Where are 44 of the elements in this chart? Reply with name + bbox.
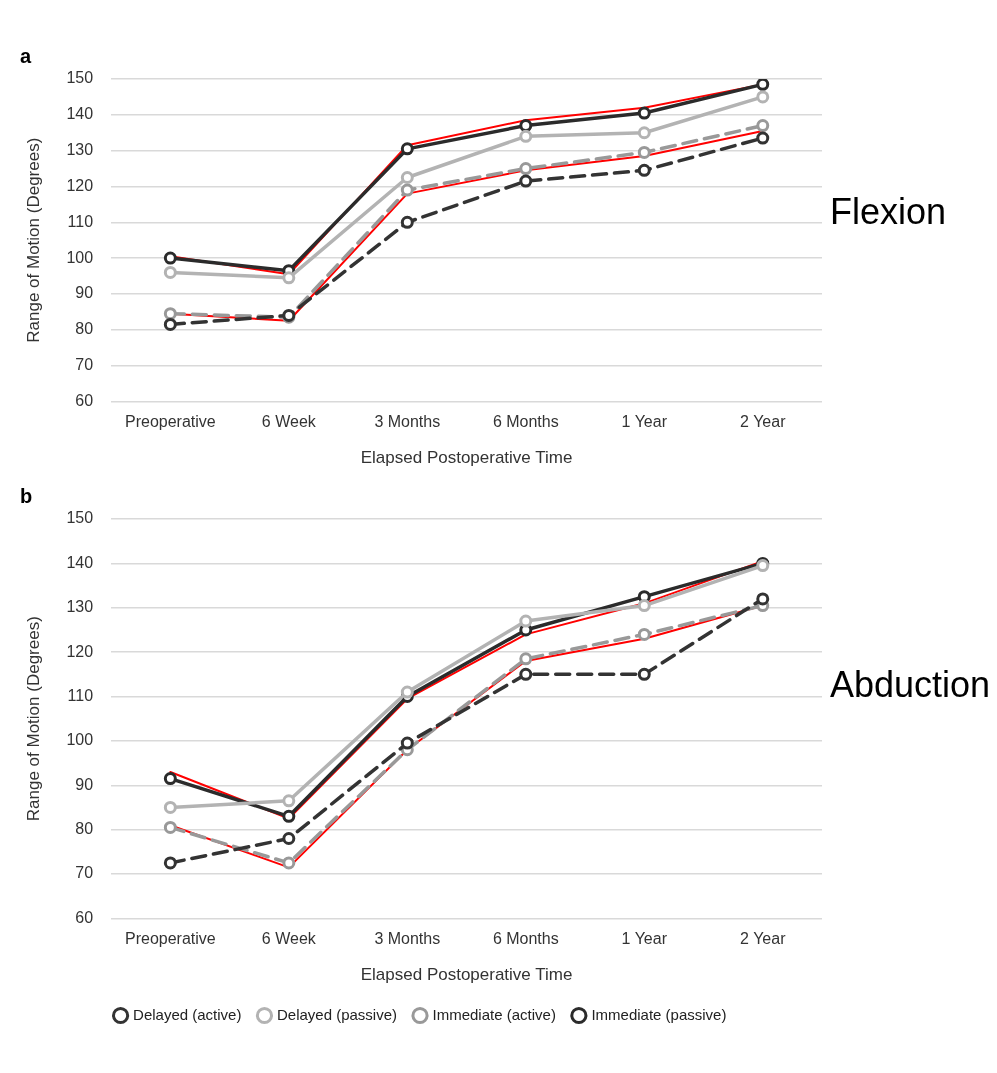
x-tick-label: 2 Year	[740, 413, 787, 431]
y-tick-label: 80	[75, 820, 94, 838]
x-tick-label: 3 Months	[374, 930, 441, 948]
y-tick-label: 80	[75, 320, 94, 338]
y-tick-label: 70	[75, 355, 94, 373]
y-tick-label: 150	[66, 509, 94, 527]
x-tick-label: 6 Months	[492, 930, 559, 948]
y-tick-label: 90	[75, 284, 94, 302]
y-tick-label: 100	[66, 731, 94, 749]
y-axis-title: Range of Motion (Degrees)	[23, 137, 43, 343]
legend-label: Immediate (active)	[432, 1005, 556, 1023]
y-tick-label: 140	[66, 553, 94, 571]
y-tick-label: 70	[75, 864, 94, 882]
y-axis-title: Range of Motion (Degrees)	[23, 616, 43, 822]
chart-title: a	[20, 44, 32, 67]
text: Abduction	[830, 663, 991, 705]
y-tick-label: 90	[75, 775, 94, 793]
y-tick-label: 110	[67, 686, 94, 704]
x-tick-label: Preoperative	[124, 413, 216, 431]
y-tick-label: 110	[67, 212, 94, 230]
x-tick-label: 6 Week	[261, 413, 317, 431]
x-tick-label: 6 Months	[492, 413, 559, 431]
legend-label: Delayed (active)	[133, 1005, 242, 1023]
x-tick-label: 3 Months	[374, 413, 441, 431]
x-axis-title: Elapsed Postoperative Time	[360, 965, 573, 985]
x-tick-label: 2 Year	[740, 930, 787, 948]
x-tick-label: Preoperative	[124, 930, 216, 948]
y-tick-label: 130	[66, 141, 94, 159]
legend-label: Delayed (passive)	[276, 1005, 398, 1023]
y-tick-label: 60	[75, 908, 94, 926]
y-tick-label: 150	[66, 69, 94, 87]
y-tick-label: 60	[75, 391, 94, 409]
y-tick-label: 130	[66, 598, 94, 616]
x-tick-label: 6 Week	[261, 930, 317, 948]
y-tick-label: 120	[66, 642, 94, 660]
text: Flexion	[830, 191, 947, 233]
y-tick-label: 100	[66, 248, 94, 266]
chart-title: b	[20, 484, 33, 507]
x-tick-label: 1 Year	[621, 413, 668, 431]
x-axis-title: Elapsed Postoperative Time	[360, 448, 573, 468]
x-tick-label: 1 Year	[621, 930, 668, 948]
y-tick-label: 120	[66, 176, 94, 194]
legend-label: Immediate (passive)	[591, 1005, 727, 1023]
y-tick-label: 140	[66, 105, 94, 123]
